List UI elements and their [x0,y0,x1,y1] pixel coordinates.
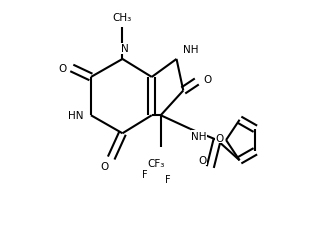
Text: O: O [204,75,212,85]
Text: O: O [216,133,224,143]
Text: CH₃: CH₃ [113,13,132,23]
Text: NH: NH [183,45,199,55]
Text: N: N [121,44,129,54]
Text: HN: HN [68,111,83,121]
Text: O: O [101,162,109,172]
Text: O: O [199,155,207,165]
Text: F: F [165,174,170,184]
Text: NH: NH [191,131,207,141]
Text: CF₃: CF₃ [147,158,165,168]
Text: F: F [142,170,148,180]
Text: O: O [58,64,66,74]
